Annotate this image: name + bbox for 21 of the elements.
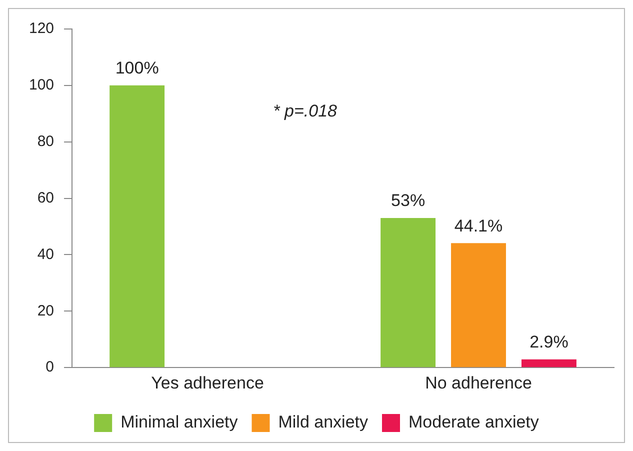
bar [521, 359, 576, 368]
bar [380, 218, 436, 368]
bar [451, 243, 506, 368]
legend-label: Mild anxiety [278, 412, 368, 432]
y-tick-label: 20 [37, 302, 54, 320]
data-label: 53% [391, 191, 426, 210]
legend-label: Moderate anxiety [408, 412, 540, 432]
legend-label: Minimal anxiety [120, 412, 238, 432]
bar [110, 85, 165, 368]
data-label: 2.9% [530, 332, 568, 352]
y-tick-label: 100 [28, 76, 54, 94]
y-tick-label: 120 [28, 20, 54, 38]
y-tick-label: 0 [46, 358, 54, 376]
data-label: 100% [115, 58, 159, 78]
y-tick-label: 60 [37, 189, 54, 206]
x-tick-label: Yes adherence [151, 373, 264, 392]
y-tick-label: 80 [37, 133, 54, 150]
data-label: 44.1% [454, 216, 503, 236]
x-tick-label: No adherence [425, 373, 532, 392]
y-tick-label: 40 [37, 246, 54, 263]
annotation: * p=.018 [273, 102, 338, 121]
